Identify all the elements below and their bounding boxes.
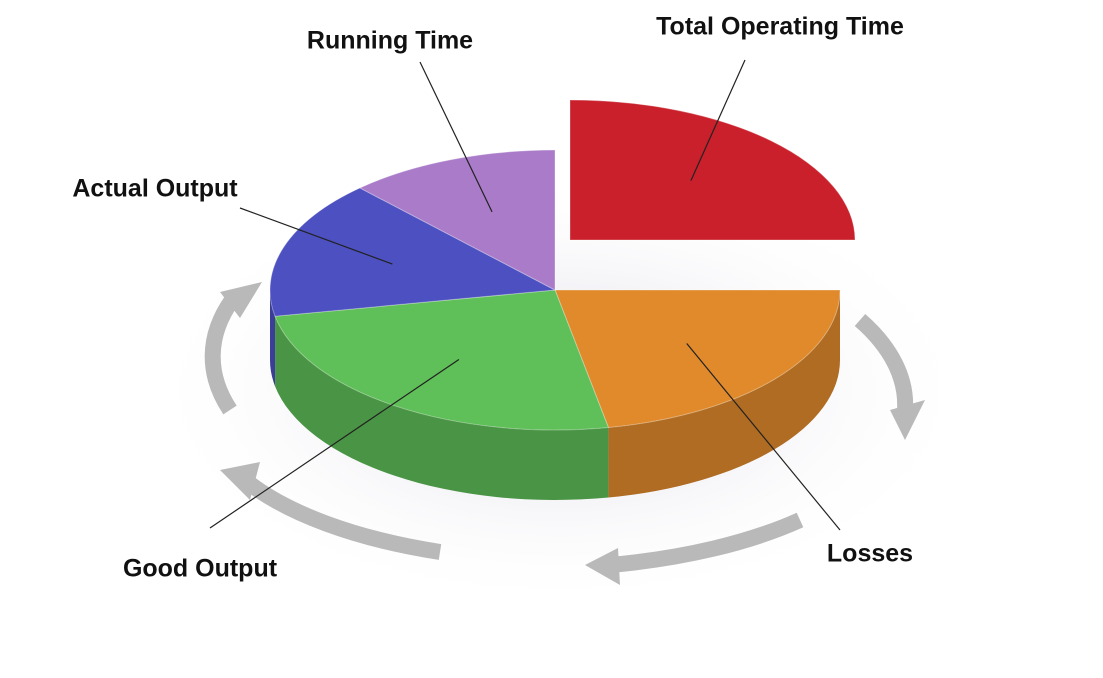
slice-label: Running Time [307,27,473,55]
slice-label: Actual Output [72,175,238,203]
pie [270,100,855,500]
slice-label: Losses [827,540,913,568]
slice [570,100,855,240]
chart: Total Operating Time Losses Good Output Act… [0,0,1103,678]
slice-label: Good Output [123,555,278,583]
slice-label: Total Operating Time [656,13,904,41]
